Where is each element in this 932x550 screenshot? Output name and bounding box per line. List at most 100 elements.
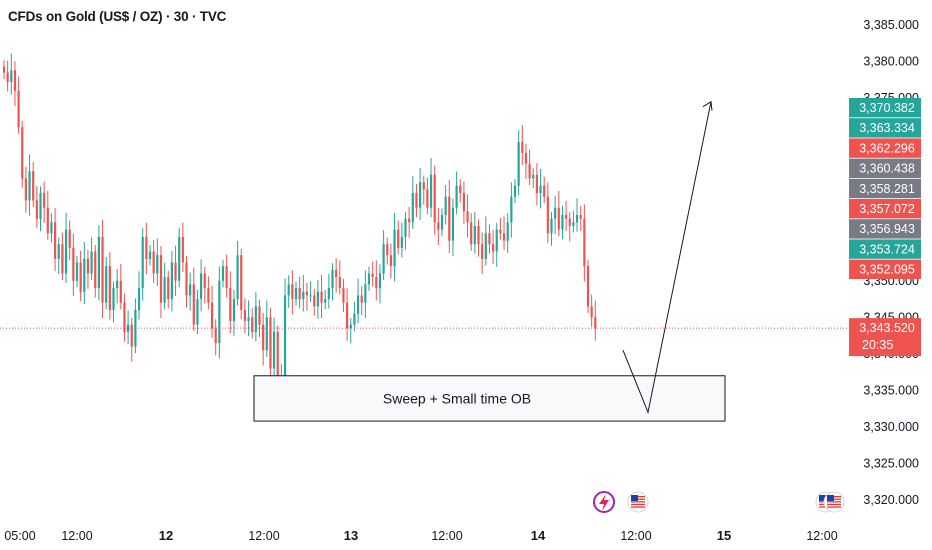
candle-body [240, 255, 243, 310]
price-tag-label: 3,362.296 [859, 141, 915, 155]
candle-body [583, 218, 586, 267]
event-markers [593, 491, 845, 513]
candle-body [506, 222, 509, 241]
candle-body [32, 171, 35, 201]
candle-body [141, 236, 144, 289]
candle-body [316, 291, 319, 307]
candle-body [6, 72, 9, 82]
price-tag [849, 118, 921, 138]
candle-body [502, 233, 506, 241]
time-tick-label: 12:00 [61, 529, 92, 543]
candle-body [43, 193, 46, 208]
candle-body [360, 295, 363, 303]
projection-arrowhead [702, 100, 713, 111]
flag-stripe [631, 506, 645, 508]
candle-body [572, 222, 575, 226]
candle-body [10, 70, 13, 82]
candle-body [178, 236, 181, 281]
candle-body [218, 280, 221, 343]
us-flag-event-icon[interactable] [627, 491, 649, 513]
candle-body [342, 288, 345, 303]
candle-body [579, 215, 582, 219]
price-tag-label: 3,352.095 [859, 263, 915, 277]
price-tick-label: 3,380.000 [863, 55, 919, 69]
flag-canton [819, 495, 826, 501]
bar-countdown-label: 20:35 [862, 338, 893, 352]
candle-body [287, 284, 290, 296]
candle-body [189, 284, 192, 296]
candle-body [68, 229, 71, 248]
candle-body [546, 196, 549, 234]
candle-body [262, 324, 265, 351]
candle-body [422, 182, 425, 190]
candle-body [477, 225, 480, 245]
lightning-bolt [599, 494, 609, 511]
candle-body [397, 229, 400, 248]
flag-stripe [631, 501, 645, 503]
candle-body [550, 218, 553, 234]
price-tag [849, 199, 921, 219]
candle-body [302, 291, 305, 300]
candle-body [137, 288, 141, 310]
candle-body [112, 288, 115, 310]
lightning-event-icon[interactable] [593, 491, 615, 513]
flag-stripe [827, 503, 841, 506]
candle-body [324, 299, 327, 303]
candle-body [269, 317, 272, 369]
chart-title: CFDs on Gold (US$ / OZ) · 30 · TVC [8, 9, 227, 24]
candle-body [539, 185, 542, 194]
candle-body [575, 215, 579, 223]
candle-body [46, 207, 49, 234]
time-tick-label: 05:00 [4, 529, 35, 543]
candle-body [517, 141, 520, 186]
candle-body [375, 277, 378, 289]
candle-body [203, 273, 206, 289]
candle-body [557, 207, 560, 230]
time-axis: 05:00 12:00 12 12:00 13 12:00 14 12:00 15 12:00 [4, 528, 837, 543]
us-flag-event-icon[interactable] [823, 491, 845, 513]
price-tag [849, 259, 921, 279]
price-tag-label: 3,370.382 [859, 101, 915, 115]
candle-body [353, 313, 356, 325]
candle-body [444, 196, 447, 215]
candle-body [130, 324, 133, 347]
candle-body [54, 222, 57, 259]
candle-body [283, 295, 287, 376]
projection-path[interactable] [622, 101, 712, 415]
candle-body [170, 262, 173, 300]
candle-body [101, 236, 104, 303]
price-tag [849, 178, 921, 199]
candle-body [513, 185, 517, 197]
candle-body [97, 236, 100, 289]
candle-body [207, 288, 210, 303]
annotation-box[interactable] [253, 375, 726, 422]
time-tick-label: 12:00 [431, 529, 462, 543]
candle-body [192, 284, 195, 325]
candle-body [174, 262, 177, 281]
flag-canton [827, 495, 834, 501]
candle-body [152, 251, 155, 274]
candle-body [247, 317, 250, 321]
price-tag [849, 219, 921, 239]
candle-body [524, 152, 528, 164]
candle-body [586, 266, 590, 307]
candle-body [437, 222, 440, 230]
candle-body [331, 269, 334, 289]
candle-body [470, 222, 473, 245]
candle-body [484, 233, 487, 259]
candle-body [429, 174, 433, 208]
candle-body [229, 288, 232, 321]
candle-body [411, 193, 414, 223]
annotation-layer: Sweep + Small time OB [0, 100, 848, 422]
candle-body [94, 251, 97, 289]
candle-body [382, 244, 385, 274]
candle-body [221, 266, 225, 281]
candle-body [108, 266, 111, 310]
candle-body [554, 207, 557, 219]
candle-body [225, 266, 228, 289]
candle-body [466, 211, 469, 223]
price-tag [849, 239, 921, 259]
flag-stripe [827, 506, 841, 508]
candle-body [305, 291, 309, 296]
